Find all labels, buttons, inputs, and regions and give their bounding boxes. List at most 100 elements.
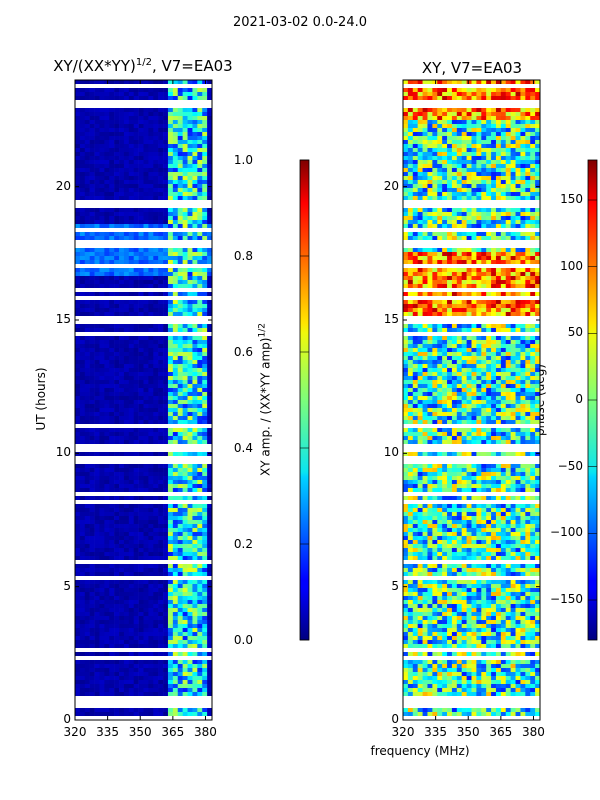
heatmap-cell <box>471 532 477 536</box>
heatmap-cell <box>456 632 463 636</box>
heatmap-cell <box>197 120 203 124</box>
heatmap-cell <box>207 368 213 372</box>
heatmap-cell <box>79 504 86 508</box>
heatmap-cell <box>128 80 135 84</box>
heatmap-cell <box>75 616 81 620</box>
heatmap-cell <box>471 580 477 584</box>
heatmap-cell <box>456 668 463 672</box>
heatmap-cell <box>163 236 169 240</box>
heatmap-cell <box>192 660 198 664</box>
heatmap-cell <box>177 196 183 200</box>
heatmap-cell <box>94 408 100 412</box>
heatmap-cell <box>114 640 120 644</box>
heatmap-cell <box>123 532 130 536</box>
heatmap-cell <box>109 432 115 436</box>
heatmap-cell <box>94 612 100 616</box>
heatmap-cell <box>109 580 115 584</box>
heatmap-cell <box>104 412 110 416</box>
heatmap-cell <box>153 692 159 696</box>
heatmap-cell <box>422 628 428 632</box>
heatmap-cell <box>466 604 472 608</box>
heatmap-cell <box>104 364 110 368</box>
heatmap-cell <box>403 512 409 516</box>
heatmap-cell <box>466 676 472 680</box>
heatmap-cell <box>505 548 511 552</box>
heatmap-cell <box>99 532 105 536</box>
heatmap-cell <box>182 612 188 616</box>
heatmap-cell <box>163 112 169 116</box>
heatmap-cell <box>138 356 144 360</box>
heatmap-cell <box>437 536 443 540</box>
heatmap-cell <box>133 472 139 476</box>
heatmap-cell <box>515 612 521 616</box>
heatmap-cell <box>143 272 149 276</box>
heatmap-cell <box>192 684 198 688</box>
heatmap-cell <box>109 188 115 192</box>
heatmap-cell <box>500 544 507 548</box>
heatmap-cell <box>158 260 164 264</box>
heatmap-cell <box>143 300 149 304</box>
heatmap-cell <box>177 324 183 328</box>
heatmap-cell <box>172 112 179 116</box>
heatmap-cell <box>153 324 159 328</box>
heatmap-cell <box>128 172 135 176</box>
heatmap-cell <box>94 176 100 180</box>
heatmap-cell <box>530 584 536 588</box>
heatmap-cell <box>172 192 179 196</box>
heatmap-cell <box>447 672 453 676</box>
heatmap-cell <box>172 596 179 600</box>
heatmap-cell <box>172 232 179 236</box>
heatmap-cell <box>197 428 203 432</box>
heatmap-cell <box>163 312 169 316</box>
heatmap-cell <box>158 632 164 636</box>
heatmap-cell <box>158 636 164 640</box>
heatmap-cell <box>128 304 135 308</box>
heatmap-cell <box>535 556 541 560</box>
heatmap-cell <box>177 712 183 716</box>
heatmap-cell <box>114 692 120 696</box>
heatmap-cell <box>163 256 169 260</box>
heatmap-cell <box>182 364 188 368</box>
heatmap-cell <box>456 628 463 632</box>
heatmap-cell <box>148 384 154 388</box>
heatmap-cell <box>158 688 164 692</box>
heatmap-cell <box>182 484 188 488</box>
heatmap-cell <box>412 600 418 604</box>
heatmap-cell <box>461 584 467 588</box>
heatmap-cell <box>128 312 135 316</box>
heatmap-cell <box>172 92 179 96</box>
heatmap-cell <box>476 680 482 684</box>
heatmap-cell <box>192 612 198 616</box>
heatmap-cell <box>138 128 144 132</box>
heatmap-cell <box>461 688 467 692</box>
heatmap-cell <box>172 584 179 588</box>
heatmap-cell <box>84 376 90 380</box>
heatmap-cell <box>79 592 86 596</box>
heatmap-cell <box>104 80 110 84</box>
heatmap-cell <box>138 588 144 592</box>
heatmap-cell <box>403 672 409 676</box>
heatmap-cell <box>138 308 144 312</box>
heatmap-cell <box>403 596 409 600</box>
heatmap-cell <box>432 636 438 640</box>
gap-row <box>75 656 212 660</box>
heatmap-cell <box>119 596 125 600</box>
heatmap-cell <box>94 452 100 456</box>
heatmap-cell <box>148 580 154 584</box>
heatmap-cell <box>153 416 159 420</box>
heatmap-cell <box>104 464 110 468</box>
heatmap-cell <box>84 616 90 620</box>
heatmap-cell <box>109 236 115 240</box>
heatmap-cell <box>143 120 149 124</box>
heatmap-cell <box>515 644 521 648</box>
heatmap-cell <box>128 340 135 344</box>
gap-row <box>75 424 212 428</box>
heatmap-cell <box>167 304 174 308</box>
heatmap-cell <box>530 668 536 672</box>
heatmap-cell <box>437 524 443 528</box>
heatmap-cell <box>123 220 130 224</box>
heatmap-cell <box>182 128 188 132</box>
heatmap-cell <box>148 196 154 200</box>
heatmap-cell <box>182 224 188 228</box>
heatmap-cell <box>172 276 179 280</box>
